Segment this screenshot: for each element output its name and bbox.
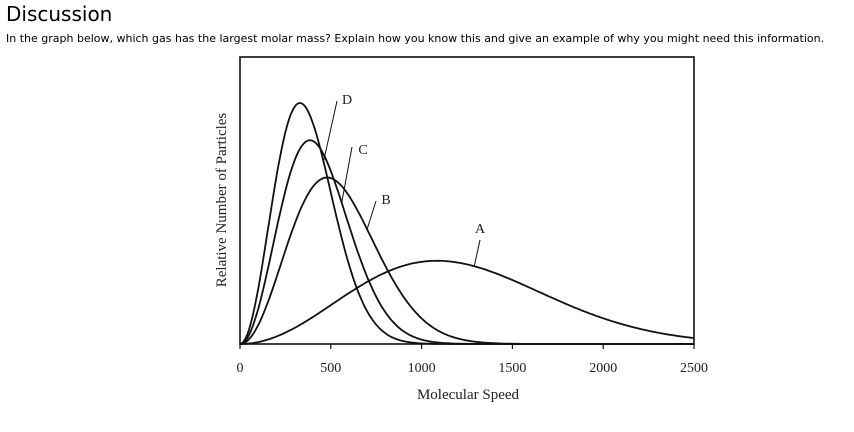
plot-frame	[239, 56, 695, 345]
series-label-A: A	[475, 222, 486, 237]
series-label-B: B	[381, 193, 390, 208]
x-tick-label: 2000	[589, 361, 617, 376]
leader-line-C	[341, 146, 353, 203]
x-tick-label: 0	[237, 361, 244, 376]
leader-line-B	[366, 200, 377, 230]
x-tick-label: 1500	[498, 361, 526, 376]
question-text: In the graph below, which gas has the la…	[6, 32, 825, 45]
y-axis-label: Relative Number of Particles	[214, 113, 230, 288]
x-tick-label: 1000	[408, 361, 436, 376]
page-heading: Discussion	[6, 2, 113, 26]
x-tick-label: 500	[320, 361, 341, 376]
x-axis-label: Molecular Speed	[417, 387, 520, 403]
leader-line-D	[323, 100, 338, 162]
series-label-D: D	[342, 93, 352, 108]
curve-D	[239, 101, 694, 345]
series-label-C: C	[358, 143, 367, 158]
leader-line-A	[473, 239, 481, 267]
curve-A	[240, 259, 695, 345]
x-tick-label: 2500	[680, 361, 708, 376]
curve-C	[239, 139, 694, 345]
